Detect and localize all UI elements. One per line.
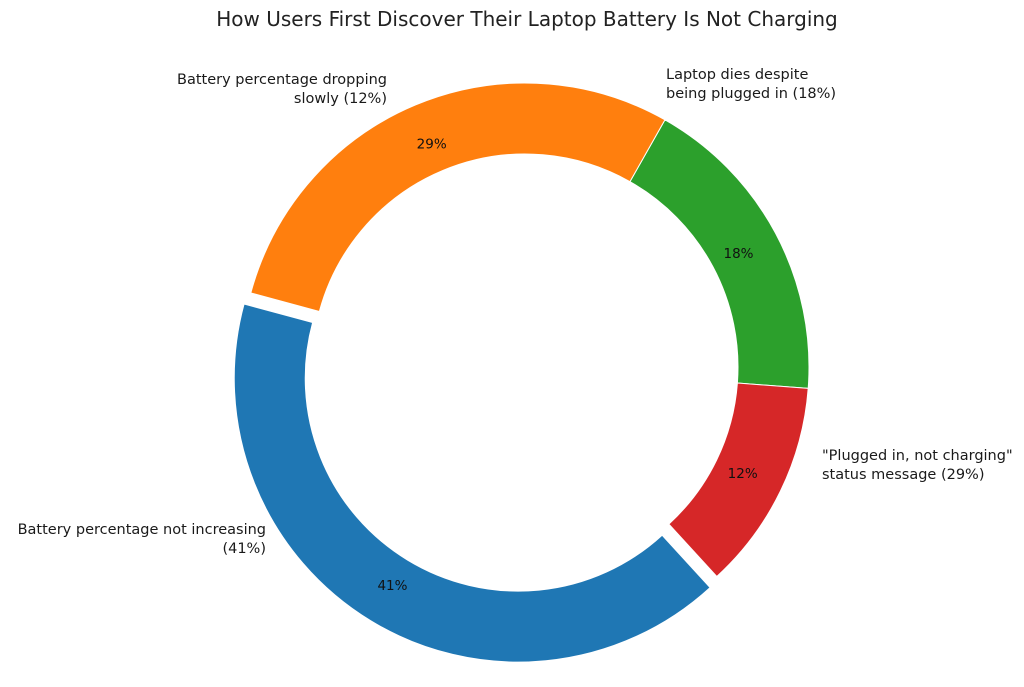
slice-percent-label: 29%	[417, 137, 447, 153]
slice-category-label-line: Battery percentage dropping	[177, 72, 387, 88]
donut-slice	[250, 82, 666, 313]
slice-category-label-line: being plugged in (18%)	[666, 86, 836, 102]
slice-percent-label: 12%	[728, 466, 758, 482]
slice-category-label: Battery percentage not increasing (41%)	[18, 522, 266, 557]
donut-slice	[668, 382, 809, 578]
slice-percent-label: 18%	[724, 246, 754, 262]
slice-percent-label: 41%	[377, 578, 407, 594]
slice-category-label-line: slowly (12%)	[294, 91, 387, 107]
slice-category-label-line: (41%)	[222, 541, 266, 557]
slice-category-label-line: status message (29%)	[822, 467, 984, 483]
slice-category-label-line: "Plugged in, not charging"	[822, 448, 1013, 464]
slice-labels: 18% Laptop dies despite being plugged in (…	[18, 67, 1013, 594]
donut-slice	[233, 303, 711, 663]
donut-slice	[629, 119, 810, 389]
slice-category-label: Battery percentage dropping slowly (12%)	[177, 72, 387, 107]
slice-category-label: Laptop dies despite being plugged in (18%…	[666, 67, 836, 102]
slice-category-label: "Plugged in, not charging" status message…	[822, 448, 1013, 483]
slice-category-label-line: Battery percentage not increasing	[18, 522, 266, 538]
chart-title: How Users First Discover Their Laptop Ba…	[216, 7, 838, 31]
donut-slices	[233, 82, 810, 663]
slice-category-label-line: Laptop dies despite	[666, 67, 808, 83]
